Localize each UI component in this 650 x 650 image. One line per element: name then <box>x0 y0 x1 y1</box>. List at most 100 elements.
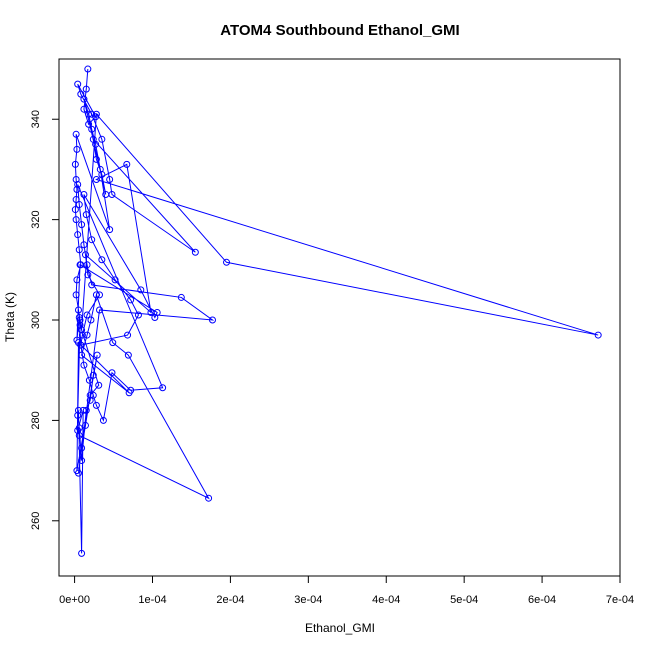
x-tick-label: 1e-04 <box>138 594 166 606</box>
data-point <box>96 165 104 173</box>
data-point <box>75 431 83 439</box>
plot-frame <box>58 58 621 577</box>
data-point <box>89 371 97 379</box>
data-point <box>125 389 133 397</box>
data-point <box>92 401 100 409</box>
data-point <box>76 321 84 329</box>
data-point <box>79 406 87 414</box>
data-point <box>594 331 602 339</box>
data-point <box>72 216 80 224</box>
data-point <box>80 191 88 199</box>
data-point <box>92 110 100 118</box>
data-point <box>96 291 104 299</box>
data-point <box>74 339 82 347</box>
data-point <box>83 261 91 269</box>
data-point <box>71 160 79 168</box>
data-point <box>80 95 88 103</box>
data-point <box>102 191 110 199</box>
data-point <box>85 376 93 384</box>
data-point <box>134 311 142 319</box>
data-point <box>78 457 86 465</box>
data-point <box>124 331 132 339</box>
y-tick-label: 300 <box>30 311 42 329</box>
data-point <box>191 248 199 256</box>
data-point <box>159 384 167 392</box>
data-point <box>78 549 86 557</box>
data-point <box>108 369 116 377</box>
chart-title: ATOM4 Southbound Ethanol_GMI <box>220 22 459 39</box>
x-tick-label: 6e-04 <box>528 594 556 606</box>
data-point <box>72 291 80 299</box>
data-point <box>106 226 114 234</box>
x-tick-label: 7e-04 <box>606 594 634 606</box>
data-point <box>76 261 84 269</box>
data-point <box>86 396 94 404</box>
data-point <box>85 110 93 118</box>
data-point <box>74 406 82 414</box>
data-point <box>74 80 82 88</box>
data-point <box>72 196 80 204</box>
data-point <box>92 140 100 148</box>
data-point <box>78 326 86 334</box>
data-point <box>75 246 83 254</box>
data-point <box>123 160 131 168</box>
data-point <box>80 361 88 369</box>
data-point <box>124 351 132 359</box>
data-point <box>77 90 85 98</box>
data-point <box>151 314 159 321</box>
x-axis-label: Ethanol_GMI <box>305 621 375 635</box>
data-point <box>92 291 100 299</box>
data-point <box>177 293 185 301</box>
data-point <box>92 175 100 183</box>
data-point <box>205 494 213 502</box>
data-point <box>88 110 96 118</box>
data-point <box>99 416 107 424</box>
data-point <box>209 316 216 324</box>
data-point <box>83 311 91 319</box>
data-point <box>137 286 145 294</box>
data-point <box>81 251 89 259</box>
y-tick-label: 340 <box>30 110 42 128</box>
data-point <box>89 391 97 399</box>
y-tick-label: 280 <box>30 411 42 429</box>
y-axis-label: Theta (K) <box>3 292 17 342</box>
data-point <box>74 426 82 434</box>
y-tick-label: 320 <box>30 210 42 228</box>
data-point <box>74 180 82 188</box>
data-point <box>78 331 86 339</box>
x-tick-label: 0e+00 <box>59 594 90 606</box>
data-point <box>75 201 83 209</box>
data-point <box>88 236 96 244</box>
data-point <box>75 314 83 321</box>
data-point <box>73 467 81 475</box>
data-point <box>84 65 92 73</box>
x-tick-label: 2e-04 <box>216 594 244 606</box>
data-point <box>88 281 96 289</box>
y-tick-label: 260 <box>30 512 42 530</box>
data-point <box>73 276 81 284</box>
data-point <box>84 271 92 279</box>
data-point <box>127 296 135 304</box>
data-point <box>78 221 86 229</box>
data-point <box>74 411 82 419</box>
data-point <box>71 206 79 214</box>
data-point <box>95 381 103 389</box>
data-point <box>80 105 88 113</box>
x-tick-label: 5e-04 <box>450 594 478 606</box>
x-tick-label: 4e-04 <box>372 594 400 606</box>
x-axis: 0e+00 1e-04 2e-04 3e-04 4e-04 5e-04 6e-04 7e-04 <box>59 576 634 606</box>
plot-area <box>71 65 602 557</box>
data-point <box>78 351 86 359</box>
data-point <box>74 306 82 314</box>
data-point <box>85 120 93 128</box>
data-point <box>80 241 88 249</box>
data-point <box>74 231 82 239</box>
data-point <box>73 145 81 153</box>
data-point <box>93 351 101 359</box>
data-point <box>83 331 91 339</box>
data-point <box>72 130 80 138</box>
data-point <box>98 256 106 264</box>
data-point <box>98 135 106 143</box>
data-point <box>73 186 81 193</box>
